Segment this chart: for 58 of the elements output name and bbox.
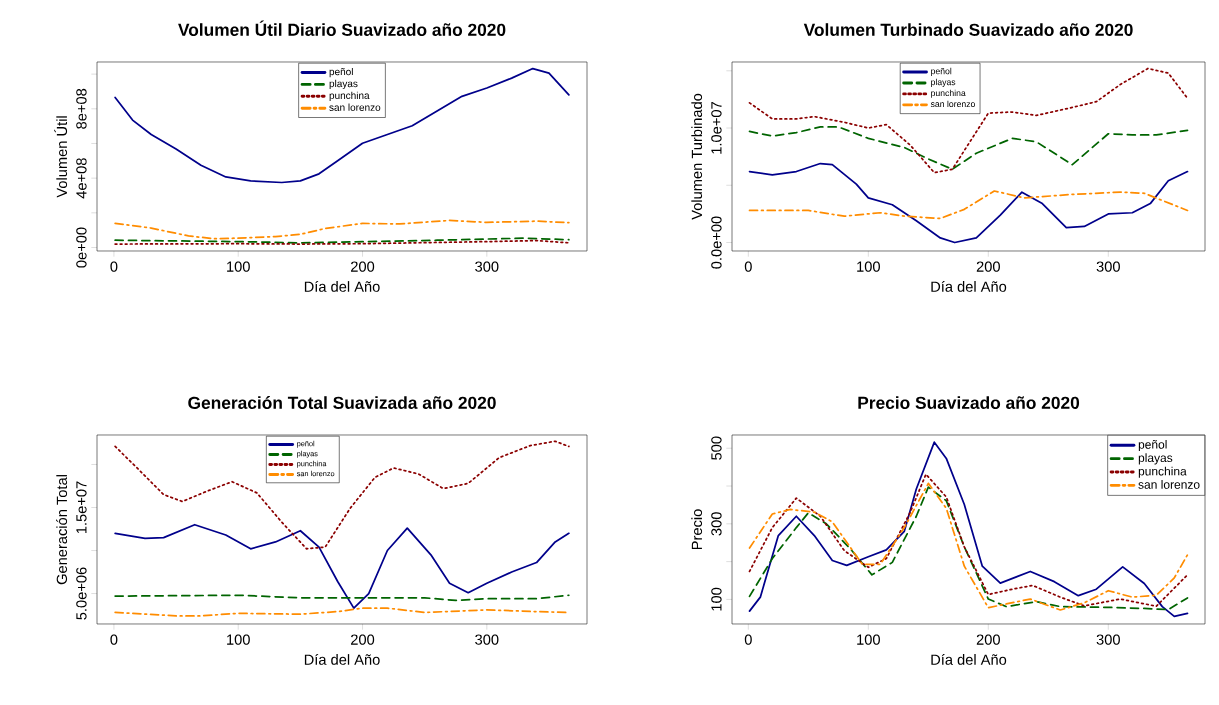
legend-label: punchina [1138,466,1187,478]
y-tick-label: 1.0e+07 [711,102,722,154]
x-tick-label: 200 [351,261,375,272]
legend-label: san lorenzo [930,100,975,108]
x-tick-label: 300 [475,634,499,645]
y-tick-label: 500 [711,436,722,460]
y-axis-title: Precio [691,509,703,550]
x-tick-label: 100 [227,634,250,645]
x-tick-label: 0 [744,634,752,645]
chart-title: Generación Total Suavizada año 2020 [188,396,496,409]
line-series [748,126,1189,171]
legend-label: san lorenzo [1138,480,1200,489]
x-axis-title: Día del Año [304,280,380,292]
line-series [114,440,570,550]
x-tick-label: 100 [227,261,250,272]
y-tick-label: 0e+00 [76,227,87,268]
legend-label: punchina [329,91,370,102]
x-tick-label: 0 [744,261,752,272]
legend-label: peñol [931,67,952,76]
y-axis-title: Generación Total [56,475,68,585]
y-tick-label: 300 [711,512,722,536]
line-series [114,219,570,240]
x-axis-title: Día del Año [931,280,1007,292]
line-series [114,523,570,610]
x-tick-label: 300 [1096,634,1120,645]
x-tick-label: 100 [857,634,880,645]
x-tick-label: 0 [110,261,118,272]
line-series [748,162,1189,244]
y-tick-label: 0.0e+00 [711,216,722,269]
chart-title: Volumen Útil Diario Suavizado año 2020 [178,20,506,36]
legend-label: playas [931,78,956,87]
x-tick-label: 200 [351,634,375,645]
chart-title: Precio Suavizado año 2020 [858,396,1080,409]
x-axis-title: Día del Año [931,653,1007,665]
x-tick-label: 200 [976,261,1000,272]
legend-label: san lorenzo [329,103,381,111]
y-tick-label: 8e+08 [76,88,87,129]
line-series [748,67,1189,174]
x-tick-label: 0 [110,634,118,645]
x-tick-label: 300 [1096,261,1120,272]
legend-label: punchina [931,89,966,98]
line-series [114,67,570,184]
legend-label: playas [329,79,358,90]
y-axis-title: Volumen Útil [54,116,68,198]
y-tick-label: 1.5e+07 [76,481,87,534]
y-tick-label: 4e+08 [76,158,87,199]
legend-label: peñol [1138,439,1167,452]
x-tick-label: 300 [475,261,499,272]
line-series [748,190,1189,220]
legend-label: peñol [329,67,353,78]
chart-title: Volumen Turbinado Suavizado año 2020 [803,23,1133,36]
x-tick-label: 200 [976,634,1000,645]
y-tick-label: 5.0e+06 [76,567,87,620]
x-tick-label: 100 [857,261,880,272]
y-tick-label: 100 [711,587,722,611]
legend-label: playas [1138,453,1173,465]
x-axis-title: Día del Año [304,653,380,665]
y-axis-title: Volumen Turbinado [691,93,703,220]
